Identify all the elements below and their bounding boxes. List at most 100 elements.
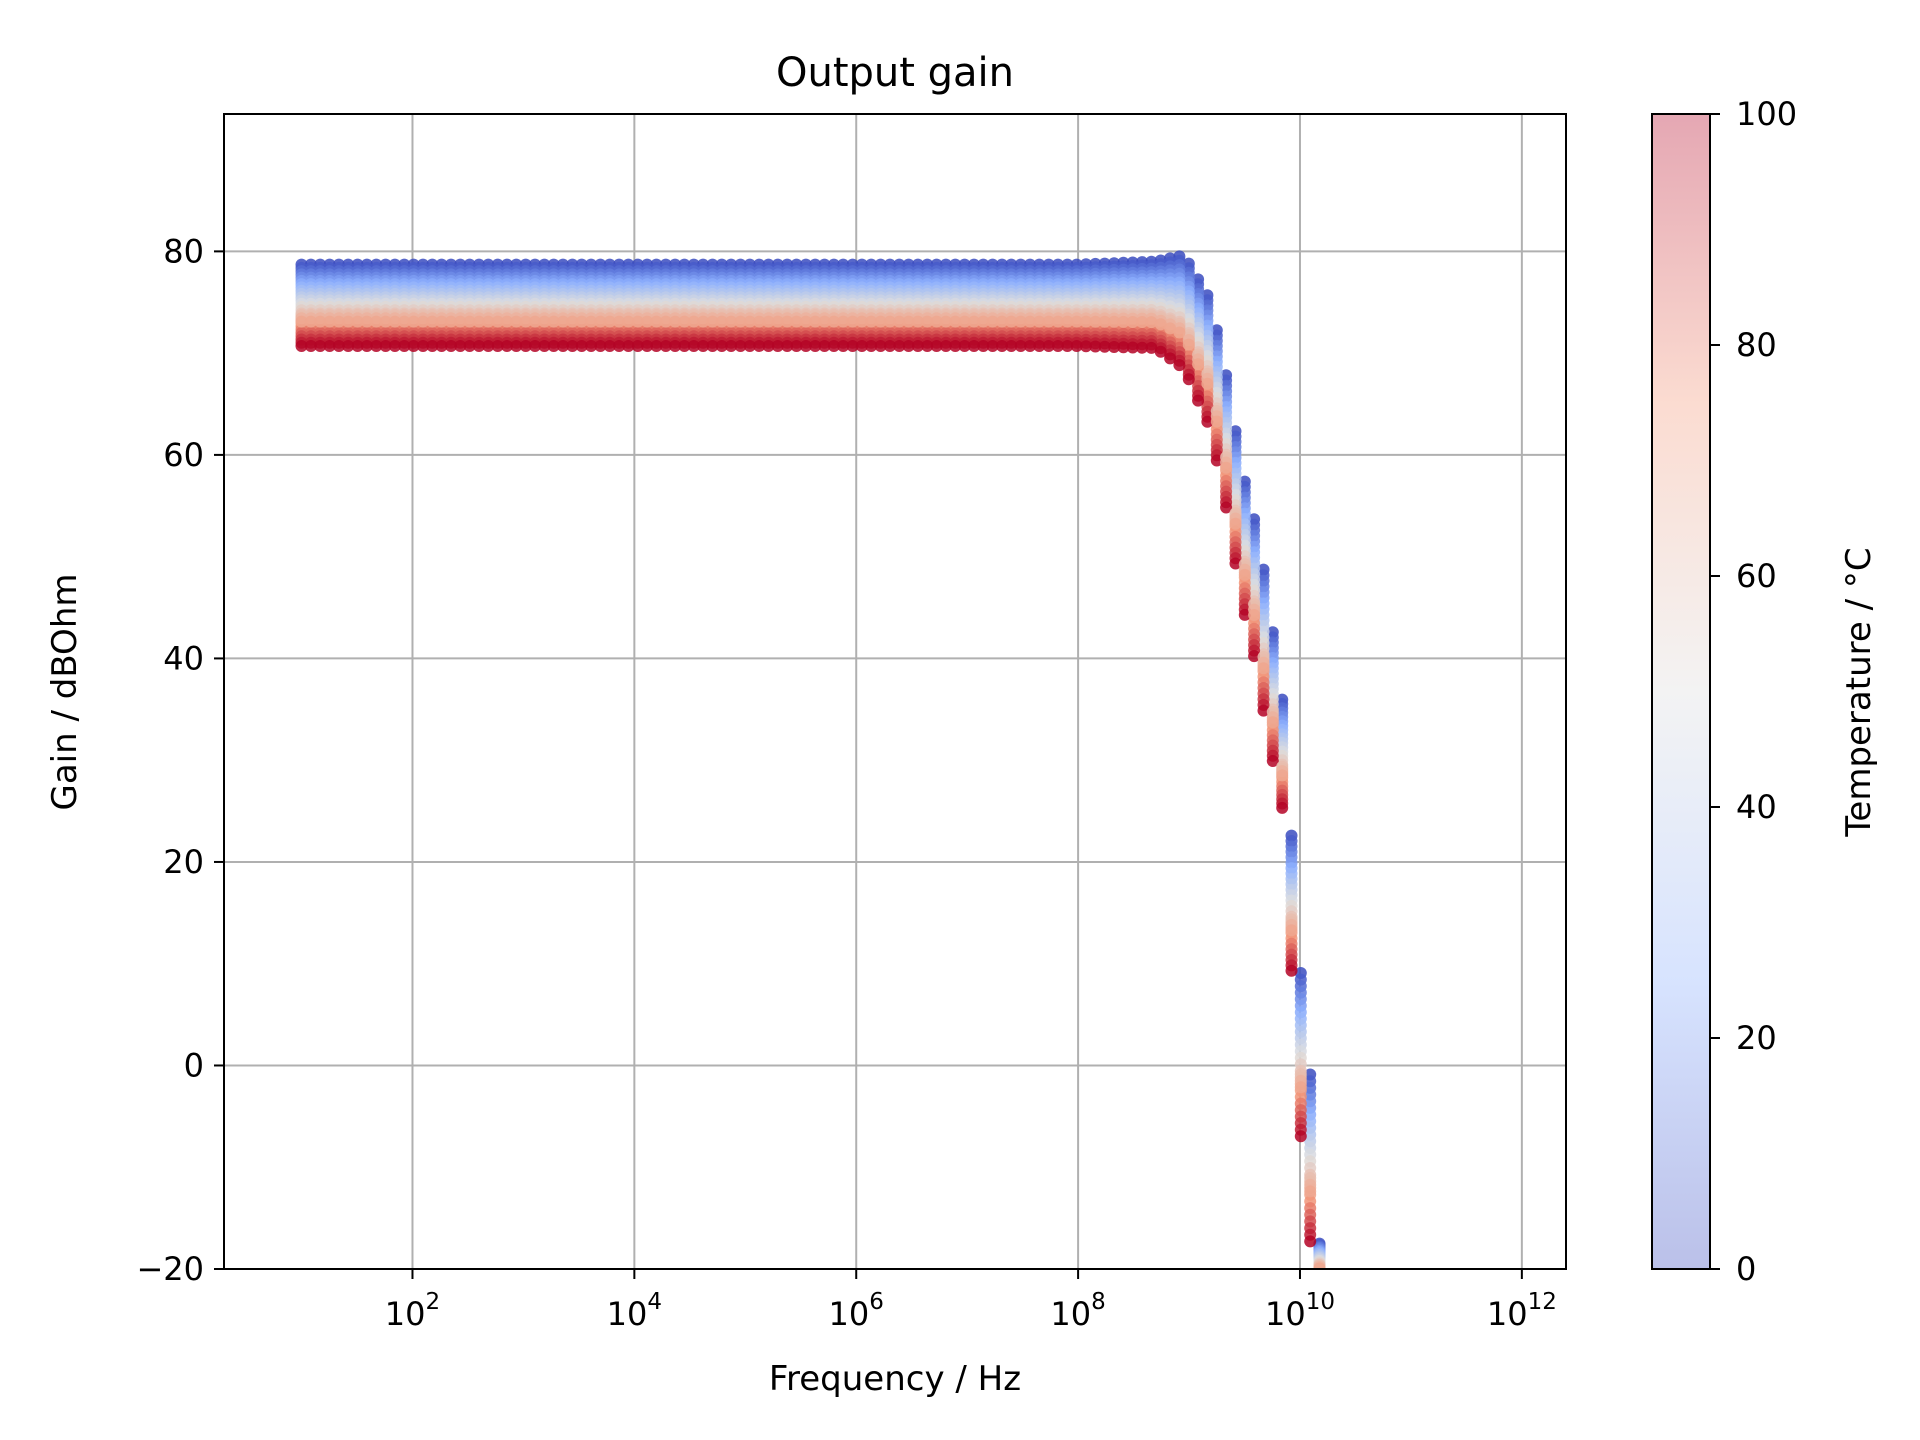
scatter-point — [865, 315, 878, 328]
scatter-points — [295, 250, 1326, 1285]
scatter-point — [1192, 394, 1205, 407]
scatter-point — [977, 340, 990, 352]
x-tick-label: 1012 — [1487, 1289, 1557, 1333]
scatter-point — [473, 315, 485, 328]
scatter-point — [351, 315, 364, 328]
scatter-point — [883, 315, 896, 328]
scatter-point — [454, 340, 467, 352]
scatter-point — [1136, 316, 1149, 328]
scatter-point — [949, 315, 962, 328]
colorbar-tick-label: 0 — [1736, 1250, 1756, 1288]
scatter-point — [1098, 315, 1111, 328]
scatter-point — [855, 315, 868, 328]
scatter-point — [547, 315, 560, 328]
y-axis-label: Gain / dBOhm — [45, 574, 85, 811]
scatter-point — [398, 340, 411, 352]
scatter-point — [304, 340, 317, 352]
scatter-point — [1257, 704, 1270, 717]
scatter-point — [790, 315, 803, 328]
scatter-point — [1024, 315, 1036, 328]
scatter-point — [1070, 340, 1083, 352]
scatter-point — [781, 340, 794, 352]
scatter-point — [725, 340, 738, 352]
scatter-point — [510, 315, 523, 328]
scatter-point — [874, 340, 887, 352]
scatter-point — [445, 340, 457, 352]
scatter-point — [1238, 608, 1251, 621]
scatter-point — [435, 340, 448, 352]
scatter-point — [762, 315, 775, 328]
scatter-point — [939, 340, 952, 352]
scatter-point — [1314, 1273, 1326, 1285]
scatter-point — [902, 340, 915, 352]
scatter-point — [1117, 315, 1130, 328]
scatter-point — [1248, 650, 1261, 663]
scatter-point — [1005, 315, 1018, 328]
scatter-point — [1005, 340, 1018, 352]
scatter-point — [996, 340, 1008, 352]
scatter-point — [1164, 322, 1177, 335]
scatter-point — [837, 340, 850, 352]
scatter-point — [342, 340, 355, 352]
scatter-point — [687, 340, 700, 352]
scatter-point — [463, 315, 476, 328]
scatter-point — [547, 340, 560, 352]
scatter-point — [557, 340, 569, 352]
scatter-point — [1098, 340, 1111, 353]
scatter-point — [1042, 315, 1055, 328]
scatter-point — [1304, 1185, 1317, 1198]
scatter-point — [1248, 609, 1261, 621]
scatter-point — [426, 340, 439, 352]
y-axis-ticks: 80 60 40 20 0 −20 — [136, 232, 224, 1288]
scatter-point — [603, 315, 616, 328]
colorbar-tick-label: 40 — [1736, 788, 1777, 826]
scatter-point — [445, 315, 457, 328]
scatter-point — [678, 340, 691, 352]
scatter-point — [1229, 557, 1242, 570]
x-axis-ticks: 102 104 106 108 1010 1012 — [385, 1269, 1557, 1333]
y-tick-label: 60 — [163, 436, 204, 474]
scatter-point — [949, 340, 962, 352]
scatter-point — [1145, 316, 1158, 329]
scatter-point — [603, 340, 616, 352]
scatter-point — [781, 315, 794, 328]
scatter-point — [519, 315, 532, 328]
scatter-point — [771, 340, 784, 352]
scatter-point — [491, 315, 504, 328]
scatter-point — [1033, 315, 1046, 328]
scatter-point — [1089, 340, 1102, 353]
colorbar-ticks: 0 20 40 60 80 100 — [1710, 95, 1797, 1288]
scatter-point — [753, 340, 766, 352]
scatter-point — [538, 315, 551, 328]
scatter-point — [295, 315, 308, 328]
colorbar-label: Temperature / °C — [1839, 547, 1879, 837]
scatter-point — [622, 340, 635, 352]
scatter-point — [351, 340, 364, 352]
colorbar: 0 20 40 60 80 100 Temperature / °C — [1651, 95, 1879, 1288]
scatter-point — [743, 315, 756, 328]
scatter-point — [463, 340, 476, 352]
scatter-point — [1014, 340, 1027, 352]
scatter-point — [911, 340, 924, 352]
scatter-point — [706, 340, 719, 352]
scatter-point — [342, 315, 355, 328]
scatter-point — [846, 340, 859, 352]
scatter-point — [753, 315, 766, 328]
scatter-point — [697, 340, 710, 352]
scatter-point — [883, 340, 896, 352]
scatter-point — [968, 340, 980, 352]
scatter-point — [790, 340, 803, 352]
scatter-point — [314, 315, 327, 328]
scatter-point — [557, 315, 569, 328]
scatter-point — [631, 340, 644, 352]
scatter-point — [977, 315, 990, 328]
scatter-point — [1313, 1262, 1326, 1269]
scatter-point — [1192, 358, 1205, 371]
scatter-point — [1024, 340, 1036, 352]
scatter-point — [734, 340, 747, 352]
scatter-point — [454, 315, 467, 328]
scatter-point — [1136, 341, 1149, 354]
scatter-point — [426, 315, 439, 328]
scatter-point — [641, 315, 654, 328]
